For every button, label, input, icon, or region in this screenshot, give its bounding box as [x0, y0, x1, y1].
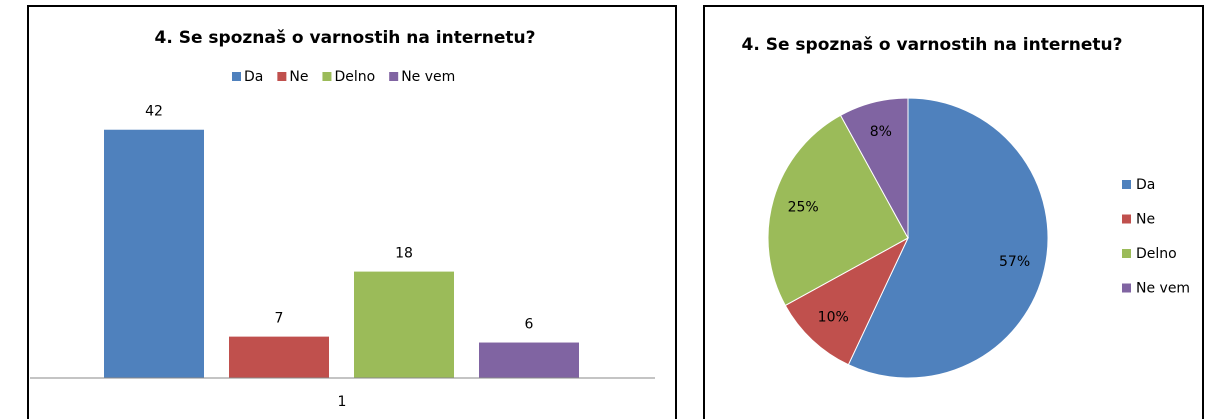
chart-title: 4. Se spoznaš o varnostih na internetu?: [742, 35, 1123, 55]
legend-label: Delno: [334, 69, 375, 85]
legend-swatch: [1122, 249, 1131, 258]
legend-swatch: [1122, 283, 1131, 293]
data-label: 6: [525, 317, 534, 333]
data-label: 7: [275, 311, 284, 327]
data-label: 25%: [788, 200, 819, 216]
pie-slice: [839, 97, 909, 239]
legend-label: Ne vem: [401, 69, 455, 85]
data-label: 8%: [870, 124, 892, 140]
pie-slice: [784, 236, 910, 366]
legend-swatch: [1122, 180, 1131, 189]
legend-swatch: [322, 72, 332, 81]
pie-slice: [847, 97, 1049, 379]
data-label: 42: [145, 104, 163, 120]
bar: [354, 271, 454, 378]
chart-title: 4. Se spoznaš o varnostih na internetu?: [155, 28, 536, 48]
legend-swatch: [277, 72, 287, 81]
legend-swatch: [232, 72, 241, 81]
legend-swatch: [1122, 214, 1131, 224]
legend-label: Delno: [1136, 246, 1177, 262]
pie-slice: [767, 114, 909, 307]
data-label: 18: [395, 246, 413, 262]
legend-label: Ne: [289, 69, 308, 85]
bar: [229, 336, 329, 378]
bar: [479, 342, 579, 378]
x-tick-label: 1: [338, 394, 347, 410]
legend-label: Da: [244, 69, 263, 85]
legend-label: Ne: [1136, 212, 1155, 228]
legend-swatch: [389, 72, 399, 81]
data-label: 57%: [999, 254, 1030, 270]
legend-label: Ne vem: [1136, 281, 1190, 297]
legend-label: Da: [1136, 177, 1155, 193]
data-label: 10%: [818, 310, 849, 326]
bar: [104, 129, 204, 378]
